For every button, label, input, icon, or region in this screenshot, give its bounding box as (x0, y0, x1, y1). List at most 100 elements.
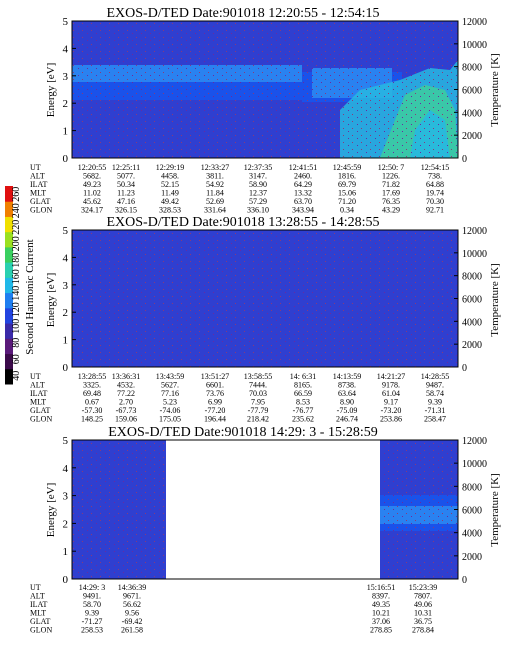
temperature-tick-label: 4000 (462, 529, 482, 540)
orbit-cell: 12:25:11 (112, 163, 140, 172)
panel-2-right-ticks: 0 2000 4000 6000 8000 10000 12000 (454, 226, 487, 374)
colorbar-tick-label: 120 (11, 302, 22, 317)
orbit-cell: 218.42 (247, 415, 269, 424)
panel-3-plot-area (71, 439, 459, 580)
orbit-row-label: ALT (30, 172, 45, 181)
orbit-cell: 175.05 (159, 415, 181, 424)
orbit-cell: 1816. (338, 172, 356, 181)
orbit-cell: 9.56 (125, 609, 139, 618)
colorbar-tick-label: 140 (11, 286, 22, 301)
orbit-cell: 12:41:51 (289, 163, 317, 172)
colorbar-swatch (5, 368, 13, 385)
panel-3-ylabel: Energy [eV] (45, 483, 57, 537)
orbit-cell: -76.77 (293, 406, 314, 415)
colorbar-tick-label: 60 (11, 354, 22, 364)
orbit-cell: 10.21 (372, 609, 390, 618)
orbit-cell: 328.53 (159, 206, 181, 215)
orbit-cell: 8.53 (296, 398, 310, 407)
energy-tick-label: 3 (63, 280, 69, 292)
orbit-cell: -71.27 (82, 617, 103, 626)
orbit-cell: 9.39 (428, 398, 442, 407)
orbit-cell: 50.34 (117, 180, 135, 189)
orbit-cell: 13:58:55 (244, 372, 272, 381)
orbit-cell: 8165. (294, 381, 312, 390)
orbit-cell: 235.62 (292, 415, 314, 424)
orbit-cell: 0.34 (340, 206, 354, 215)
orbit-cell: 3147. (249, 172, 267, 181)
panel-3-title: EXOS-D/TED Date:901018 14:29: 3 - 15:28:… (108, 425, 377, 440)
energy-tick-label: 3 (63, 491, 69, 503)
colorbar-tick-label: 100 (11, 319, 22, 334)
panel-3-y2label: Temperature [K] (489, 473, 501, 546)
orbit-cell: 14:28:55 (421, 372, 449, 381)
panel-3-right-ticks: 0 2000 4000 6000 8000 10000 12000 (454, 436, 487, 586)
energy-tick-label: 2 (63, 518, 69, 530)
orbit-cell: 13:51:27 (201, 372, 229, 381)
temperature-tick-label: 2000 (462, 340, 482, 351)
energy-tick-label: 1 (63, 546, 69, 558)
energy-tick-label: 4 (63, 43, 69, 55)
orbit-row-label: GLON (30, 415, 52, 424)
panel-1-y2label: Temperature [K] (489, 53, 501, 126)
orbit-row-label: ILAT (30, 600, 47, 609)
orbit-cell: 278.84 (412, 626, 434, 635)
orbit-cell: 49.23 (83, 180, 101, 189)
orbit-cell: 2460. (294, 172, 312, 181)
orbit-cell: 7444. (249, 381, 267, 390)
panel-1-left-ticks: 0 1 2 3 4 5 (63, 16, 76, 165)
orbit-cell: 13:28:55 (78, 372, 106, 381)
orbit-row-label: MLT (30, 609, 46, 618)
orbit-cell: 37.06 (372, 617, 390, 626)
orbit-cell: 77.16 (161, 389, 179, 398)
energy-tick-label: 0 (63, 153, 69, 165)
orbit-cell: 7807. (414, 592, 432, 601)
orbit-cell: 159.06 (115, 415, 137, 424)
orbit-cell: 64.88 (426, 180, 444, 189)
orbit-cell: 57.29 (249, 197, 267, 206)
orbit-cell: 5.23 (163, 398, 177, 407)
orbit-cell: 0.67 (85, 398, 99, 407)
orbit-cell: 9671. (123, 592, 141, 601)
temperature-tick-label: 6000 (462, 86, 482, 97)
temperature-tick-label: 12000 (462, 17, 487, 28)
orbit-row-label: MLT (30, 189, 46, 198)
orbit-cell: 63.70 (294, 197, 312, 206)
orbit-cell: 76.35 (382, 197, 400, 206)
panel-1-speckle (72, 21, 458, 158)
orbit-cell: 278.85 (370, 626, 392, 635)
orbit-row-label: GLAT (30, 406, 51, 415)
orbit-cell: 14:13:59 (333, 372, 361, 381)
orbit-cell: 36.75 (414, 617, 432, 626)
colorbar-swatch (5, 262, 13, 278)
orbit-cell: 71.82 (382, 180, 400, 189)
orbit-cell: 8738. (338, 381, 356, 390)
orbit-cell: -75.09 (337, 406, 358, 415)
orbit-row-label: ALT (30, 381, 45, 390)
orbit-cell: 9487. (426, 381, 444, 390)
orbit-cell: 12:54:15 (421, 163, 449, 172)
orbit-cell: 64.29 (294, 180, 312, 189)
temperature-tick-label: 8000 (462, 63, 482, 74)
orbit-cell: 69.48 (83, 389, 101, 398)
orbit-cell: -73.20 (381, 406, 402, 415)
orbit-cell: 5077. (117, 172, 135, 181)
energy-tick-label: 1 (63, 126, 69, 138)
panel-3-left-ticks: 0 1 2 3 4 5 (63, 435, 76, 586)
colorbar-tick-label: 160 (11, 269, 22, 284)
energy-tick-label: 4 (63, 463, 69, 475)
panel-1-ylabel: Energy [eV] (45, 63, 57, 117)
orbit-cell: 12.37 (249, 189, 267, 198)
colorbar-swatch (5, 186, 13, 202)
colorbar-tick-label: 180 (11, 253, 22, 268)
colorbar-tick-label: 260 (11, 187, 22, 202)
colorbar-swatch (5, 277, 13, 294)
panel-2-plot-area (71, 229, 459, 368)
orbit-cell: 258.53 (81, 626, 103, 635)
orbit-cell: 70.03 (249, 389, 267, 398)
energy-tick-label: 2 (63, 98, 69, 110)
orbit-cell: 66.59 (294, 389, 312, 398)
orbit-cell: 69.79 (338, 180, 356, 189)
orbit-cell: 258.47 (424, 415, 446, 424)
